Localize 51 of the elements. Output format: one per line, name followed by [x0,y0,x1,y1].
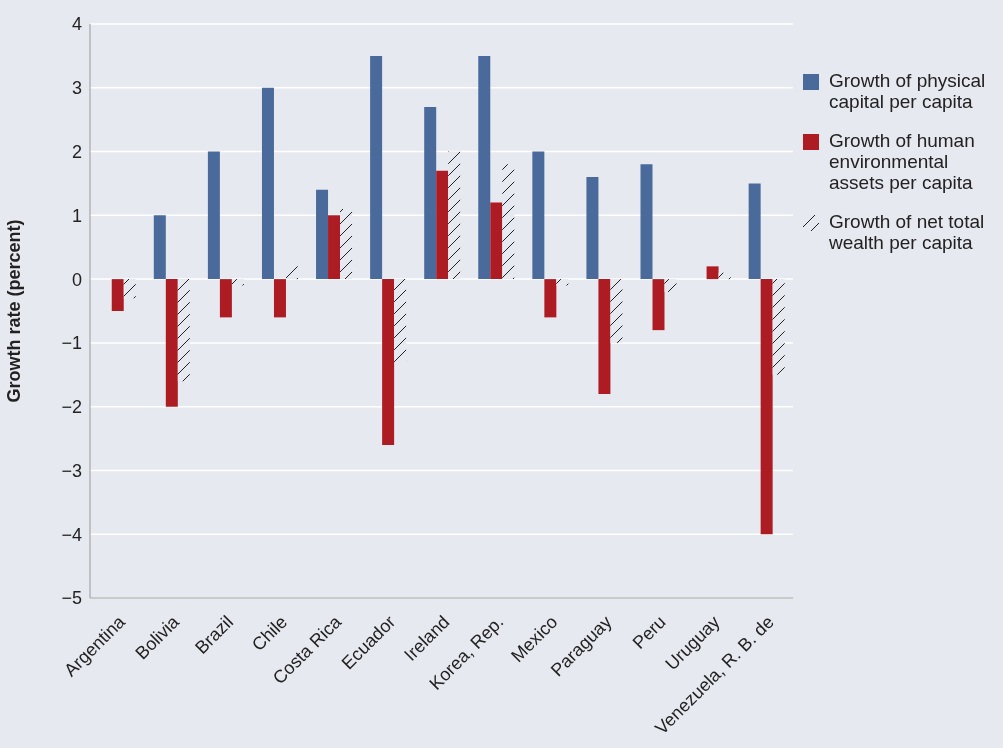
bar [111,279,124,311]
bar [532,151,545,280]
bar [598,279,611,394]
bar [424,106,437,280]
bar [502,164,515,280]
bar [490,202,503,280]
bar [231,279,244,286]
y-tick-label: −4 [61,524,82,545]
bar [177,279,190,382]
bar [285,266,298,280]
bar [316,189,329,280]
bar [123,279,136,299]
bar [165,279,178,407]
y-tick-label: −5 [61,588,82,609]
bar [382,279,395,445]
legend-label: Growth of physical capital per capita [829,70,987,112]
bar [273,279,286,318]
bar [760,279,773,535]
bar [448,151,461,280]
bar [219,279,232,318]
bar [153,215,166,280]
bar [370,55,383,280]
legend-label: Growth of human environmental assets per capita [829,130,976,193]
bar [261,87,274,280]
bar [640,164,653,280]
y-tick-label: −1 [61,333,82,354]
y-tick-label: 1 [71,205,82,226]
bar [772,279,785,375]
y-tick-label: 3 [71,78,82,99]
y-tick-label: 4 [71,14,82,35]
bar [394,279,407,363]
bar [706,266,719,280]
bar [207,151,220,280]
bar [340,208,353,280]
legend-label: Growth of net total wealth per capita [829,211,986,253]
bar [556,279,569,286]
y-tick-label: −3 [61,460,82,481]
bar [328,215,341,280]
bar [544,279,557,318]
y-tick-label: 0 [71,269,82,290]
y-tick-label: 2 [71,141,82,162]
y-tick-label: −2 [61,397,82,418]
y-axis-title: Growth rate (percent) [4,219,25,403]
bar [664,279,677,292]
bar [610,279,623,343]
bar [652,279,665,331]
bar [748,183,761,280]
bar [718,272,731,280]
bar [436,170,449,280]
bar [586,177,599,280]
bar [478,55,491,280]
